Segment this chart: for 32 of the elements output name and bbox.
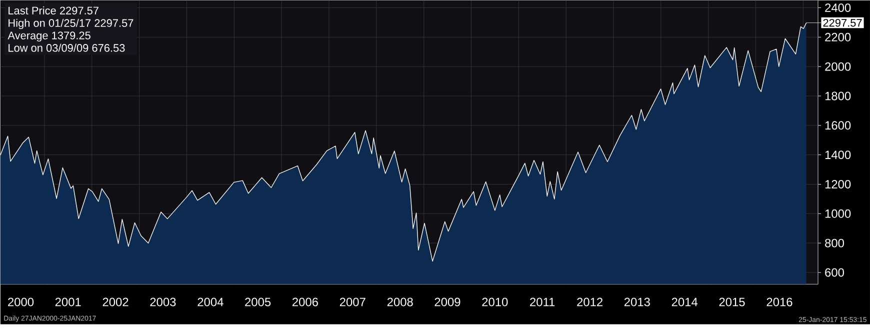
y-tick-label: 2200 <box>825 32 851 42</box>
annotation: Low on 03/09/09 676.53 <box>8 44 125 52</box>
y-tick-label: 2400 <box>825 3 851 12</box>
x-tick-label: 2008 <box>387 298 413 306</box>
y-tick-label: 2000 <box>825 62 851 71</box>
x-tick-label: 2004 <box>198 298 224 306</box>
x-tick-label: 2010 <box>482 298 508 306</box>
y-tick-label: 1200 <box>825 180 851 188</box>
x-tick-label: 2012 <box>577 298 602 306</box>
x-tick-label: 2005 <box>245 298 271 306</box>
x-tick-label: 2009 <box>434 298 460 306</box>
annotation: High on 01/25/17 2297.57 <box>8 18 134 30</box>
x-tick-label: 2000 <box>8 298 34 306</box>
x-tick-label: 2003 <box>150 298 176 306</box>
x-tick-label: 2014 <box>672 298 698 306</box>
x-tick-label: 2002 <box>102 298 128 306</box>
y-tick-label: 1400 <box>825 150 851 160</box>
y-tick-label: 800 <box>825 238 844 248</box>
annotation: 2297.57 <box>823 18 862 27</box>
annotation: Last Price 2297.57 <box>8 6 98 14</box>
x-tick-label: 2016 <box>766 298 792 306</box>
x-tick-label: 2011 <box>530 298 555 306</box>
y-tick-label: 1800 <box>825 92 851 100</box>
annotation: Average 1379.25 <box>8 32 90 42</box>
x-tick-label: 2006 <box>292 298 318 306</box>
x-tick-label: 2001 <box>55 298 81 306</box>
y-tick-label: 1600 <box>825 121 851 130</box>
y-tick-label: 600 <box>825 268 844 277</box>
x-tick-label: 2013 <box>624 298 650 306</box>
x-tick-label: 2015 <box>719 298 745 306</box>
x-tick-label: 2007 <box>340 298 366 306</box>
y-tick-label: 1000 <box>825 209 851 218</box>
